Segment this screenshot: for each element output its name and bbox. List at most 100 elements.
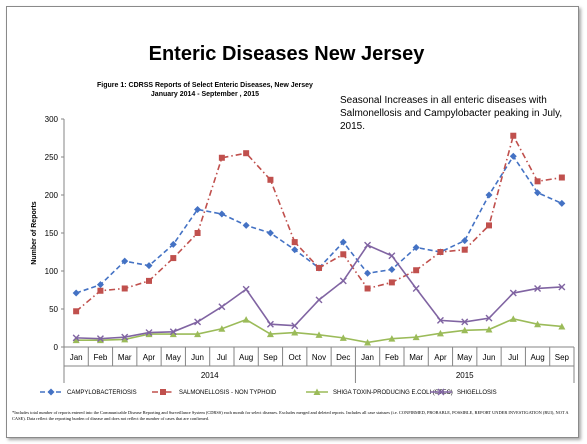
data-point-shiga-toxin-producing-e-coli-stec — [412, 333, 420, 341]
data-point-shigellosis — [242, 285, 250, 293]
data-point-shiga-toxin-producing-e-coli-stec — [194, 330, 202, 338]
data-point-shiga-toxin-producing-e-coli-stec — [96, 336, 104, 344]
x-tick-label: Mar — [118, 353, 132, 362]
data-point-shigellosis — [412, 284, 420, 292]
data-point-shiga-toxin-producing-e-coli-stec — [388, 335, 396, 342]
data-point-salmonellosis-non-typhoid — [486, 222, 492, 229]
data-point-campylobacteriosis — [145, 262, 153, 270]
data-point-campylobacteriosis — [509, 152, 517, 160]
data-point-campylobacteriosis — [412, 243, 420, 251]
data-point-campylobacteriosis — [364, 269, 372, 277]
legend-marker-shigellosis — [437, 388, 445, 396]
legend-label-shiga-toxin-producing-e-coli-stec: SHIGA TOXIN-PRODUCING E.COLI (STEC) — [333, 390, 453, 396]
data-point-campylobacteriosis — [266, 229, 274, 237]
data-point-campylobacteriosis — [218, 210, 226, 218]
slide-title: Enteric Diseases New Jersey — [148, 43, 425, 65]
data-point-shigellosis — [145, 329, 153, 337]
x-tick-label: Nov — [312, 353, 326, 362]
data-point-salmonellosis-non-typhoid — [73, 308, 80, 315]
data-point-salmonellosis-non-typhoid — [170, 255, 177, 262]
data-point-shiga-toxin-producing-e-coli-stec — [315, 331, 323, 338]
data-point-shigellosis — [558, 283, 566, 291]
data-point-campylobacteriosis — [96, 281, 104, 289]
data-point-salmonellosis-non-typhoid — [534, 178, 541, 185]
data-point-shigellosis — [388, 252, 396, 260]
data-point-salmonellosis-non-typhoid — [510, 132, 517, 139]
data-point-shigellosis — [461, 318, 469, 326]
data-point-shigellosis — [266, 320, 274, 328]
data-point-campylobacteriosis — [534, 189, 542, 197]
data-point-shiga-toxin-producing-e-coli-stec — [558, 322, 566, 330]
data-point-shigellosis — [485, 314, 493, 322]
data-point-shigellosis — [509, 289, 517, 297]
x-tick-label: Jan — [70, 353, 83, 362]
series-line-campylobacteriosis — [75, 154, 563, 294]
data-point-salmonellosis-non-typhoid — [146, 277, 152, 284]
x-tick-label: Apr — [143, 353, 156, 362]
data-point-salmonellosis-non-typhoid — [316, 264, 322, 271]
x-tick-label: Sep — [555, 353, 570, 362]
data-point-campylobacteriosis — [485, 191, 493, 199]
data-point-salmonellosis-non-typhoid — [218, 154, 225, 161]
x-tick-label: May — [166, 353, 181, 362]
data-point-salmonellosis-non-typhoid — [413, 267, 420, 274]
legend-label-campylobacteriosis: CAMPYLOBACTERIOSIS — [67, 390, 137, 396]
data-point-salmonellosis-non-typhoid — [243, 150, 250, 157]
data-point-shiga-toxin-producing-e-coli-stec — [436, 329, 444, 337]
data-point-shiga-toxin-producing-e-coli-stec — [509, 315, 517, 322]
data-point-shiga-toxin-producing-e-coli-stec — [461, 326, 469, 334]
data-point-shiga-toxin-producing-e-coli-stec — [121, 335, 129, 343]
y-tick-label: 100 — [45, 267, 59, 276]
x-tick-label: Feb — [385, 353, 399, 362]
x-tick-label: Jul — [217, 353, 227, 362]
data-point-shigellosis — [339, 277, 347, 285]
data-point-campylobacteriosis — [558, 199, 566, 207]
y-axis-label: Number of Reports — [31, 201, 38, 265]
data-point-campylobacteriosis — [121, 257, 129, 265]
legend-label-shigellosis: SHIGELLOSIS — [457, 390, 497, 396]
data-point-shiga-toxin-producing-e-coli-stec — [534, 320, 542, 328]
data-point-shigellosis — [169, 328, 177, 336]
y-tick-label: 250 — [45, 153, 59, 162]
data-point-campylobacteriosis — [72, 289, 80, 297]
data-point-shiga-toxin-producing-e-coli-stec — [72, 336, 80, 344]
x-tick-label: Jun — [483, 353, 496, 362]
data-point-salmonellosis-non-typhoid — [340, 251, 347, 258]
data-point-shigellosis — [534, 284, 542, 292]
data-point-salmonellosis-non-typhoid — [97, 287, 104, 294]
data-point-salmonellosis-non-typhoid — [194, 230, 201, 236]
x-tick-label: Jan — [361, 353, 374, 362]
legend-marker-campylobacteriosis — [47, 388, 55, 396]
data-point-campylobacteriosis — [461, 237, 469, 245]
data-point-shigellosis — [96, 335, 104, 343]
x-tick-label: Sep — [263, 353, 278, 362]
data-point-salmonellosis-non-typhoid — [461, 246, 468, 253]
x-tick-label: Feb — [94, 353, 108, 362]
data-point-shigellosis — [436, 316, 444, 324]
y-tick-label: 200 — [45, 191, 59, 200]
annotation-text: Seasonal Increases in all enteric diseas… — [340, 95, 563, 132]
data-point-campylobacteriosis — [388, 265, 396, 273]
x-tick-label: Oct — [288, 353, 301, 362]
year-group-label: 2015 — [456, 371, 474, 380]
data-point-shiga-toxin-producing-e-coli-stec — [339, 334, 347, 341]
x-tick-label: Aug — [530, 353, 544, 362]
data-point-shiga-toxin-producing-e-coli-stec — [291, 329, 299, 336]
legend-marker-shiga-toxin-producing-e-coli-stec — [313, 388, 321, 395]
data-point-shiga-toxin-producing-e-coli-stec — [145, 330, 153, 338]
data-point-shigellosis — [72, 334, 80, 342]
data-point-salmonellosis-non-typhoid — [558, 174, 565, 181]
footnote: *Includes total number of reports entere… — [12, 410, 569, 421]
x-tick-label: May — [457, 353, 472, 362]
data-point-shiga-toxin-producing-e-coli-stec — [218, 325, 226, 332]
data-point-campylobacteriosis — [339, 238, 347, 246]
data-point-campylobacteriosis — [242, 221, 250, 229]
data-point-salmonellosis-non-typhoid — [364, 285, 371, 292]
figure-caption-line-1: Figure 1: CDRSS Reports of Select Enteri… — [97, 82, 313, 89]
data-point-shiga-toxin-producing-e-coli-stec — [169, 330, 177, 338]
data-point-campylobacteriosis — [169, 240, 177, 248]
data-point-salmonellosis-non-typhoid — [291, 239, 298, 246]
data-point-shigellosis — [121, 333, 129, 341]
data-point-shigellosis — [315, 296, 323, 304]
